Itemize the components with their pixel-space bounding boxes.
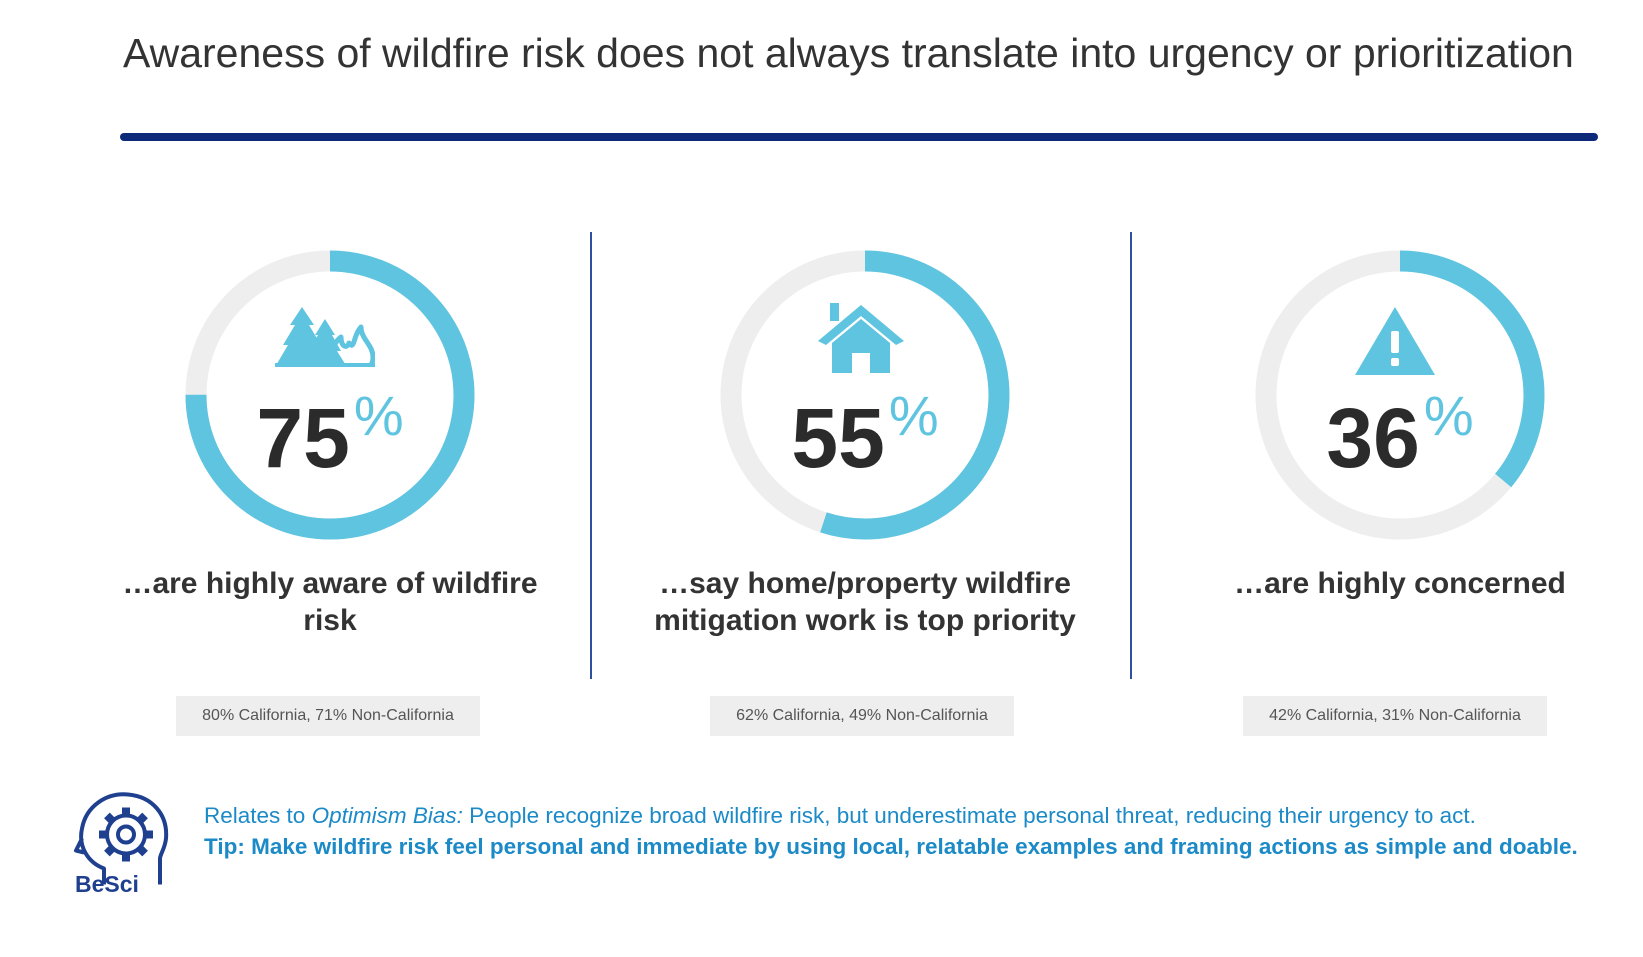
percent-sign: % [353,384,404,447]
bias-name: Optimism Bias: [311,803,463,828]
title-underline [120,133,1598,141]
relates-text: People recognize broad wildfire risk, bu… [462,803,1476,828]
house-icon [818,303,904,373]
donut-arc-concerned [1255,250,1545,540]
stat-card-aware: 75% …are highly aware of wildfire risk 8… [65,245,585,745]
stat-number: 75 [256,391,350,485]
donut-ring-concerned [1255,250,1545,540]
tip-text: Tip: Make wildfire risk feel personal an… [204,834,1578,859]
donut-ring-aware [185,250,475,540]
stat-card-concerned: 36% …are highly concerned 42% California… [1135,245,1643,745]
head-gear-icon [74,792,169,885]
warning-icon [1355,307,1435,375]
page-title: Awareness of wildfire risk does not alwa… [123,30,1574,76]
stat-breakdown-aware: 80% California, 71% Non-California [176,696,480,736]
besci-logo-text: BeSci [75,871,139,897]
column-divider-2 [1130,232,1132,679]
donut-arc-aware [185,250,475,540]
stat-caption-aware: …are highly aware of wildfire risk [122,567,538,637]
stat-card-priority: 55% …say home/property wildfire mitigati… [600,245,1120,745]
forest-fire-icon [275,307,375,367]
stat-value-concerned: 36% [1135,384,1643,493]
stat-breakdown-concerned: 42% California, 31% Non-California [1243,696,1547,736]
stat-value-aware: 75% [65,384,595,493]
stat-caption-priority: …say home/property wildfire mitigation w… [654,567,1076,637]
column-divider-1 [590,232,592,679]
percent-sign: % [888,384,939,447]
percent-sign: % [1423,384,1474,447]
donut-ring-priority [720,250,1010,540]
stat-number: 36 [1326,391,1420,485]
relates-prefix: Relates to [204,803,312,828]
stat-breakdown-priority: 62% California, 49% Non-California [710,696,1014,736]
stat-caption-concerned: …are highly concerned [1234,567,1566,600]
footer-note: BeSci Relates to Optimism Bias: People r… [70,776,1630,906]
donut-arc-priority [720,250,1010,540]
stat-number: 55 [791,391,885,485]
bias-note: Relates to Optimism Bias: People recogni… [204,800,1624,862]
stat-value-priority: 55% [600,384,1130,493]
